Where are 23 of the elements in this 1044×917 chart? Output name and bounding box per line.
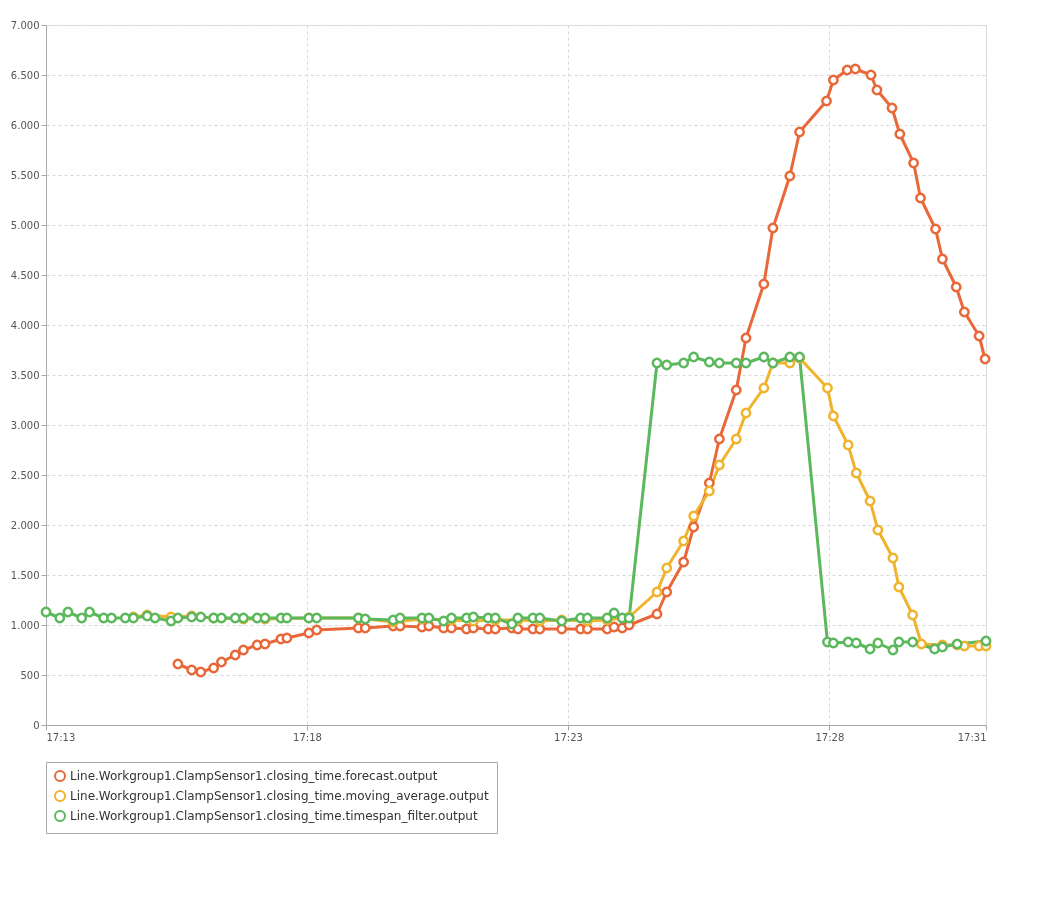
x-tick-label: 17:28 [815,731,845,743]
y-tick-label: 0 [33,719,40,731]
y-tick-label: 5.500 [10,169,40,181]
y-tick-label: 3.500 [10,369,40,381]
y-tick-label: 4.000 [10,319,40,331]
y-tick-label: 2.000 [10,519,40,531]
y-tick-label: 500 [20,669,40,681]
x-tick-label: 17:13 [46,731,76,743]
legend-label: Line.Workgroup1.ClampSensor1.closing_time.moving_average.output [70,789,489,803]
legend-label: Line.Workgroup1.ClampSensor1.closing_time.forecast.output [70,769,438,783]
x-tick-label: 17:18 [293,731,322,743]
y-tick-label: 2.500 [10,469,40,481]
x-tick-label: 17:31 [957,731,987,743]
y-tick-label: 1.500 [10,569,40,581]
y-tick-label: 6.500 [10,69,40,81]
legend-label: Line.Workgroup1.ClampSensor1.closing_time.timespan_filter.output [70,809,478,823]
y-tick-label: 7.000 [10,19,40,31]
y-tick-label: 6.000 [10,119,40,131]
x-tick-label: 17:23 [554,731,583,743]
y-tick-label: 4.500 [10,269,40,281]
y-tick-label: 3.000 [10,419,40,431]
y-tick-label: 5.000 [10,219,40,231]
y-tick-label: 1.000 [10,619,40,631]
